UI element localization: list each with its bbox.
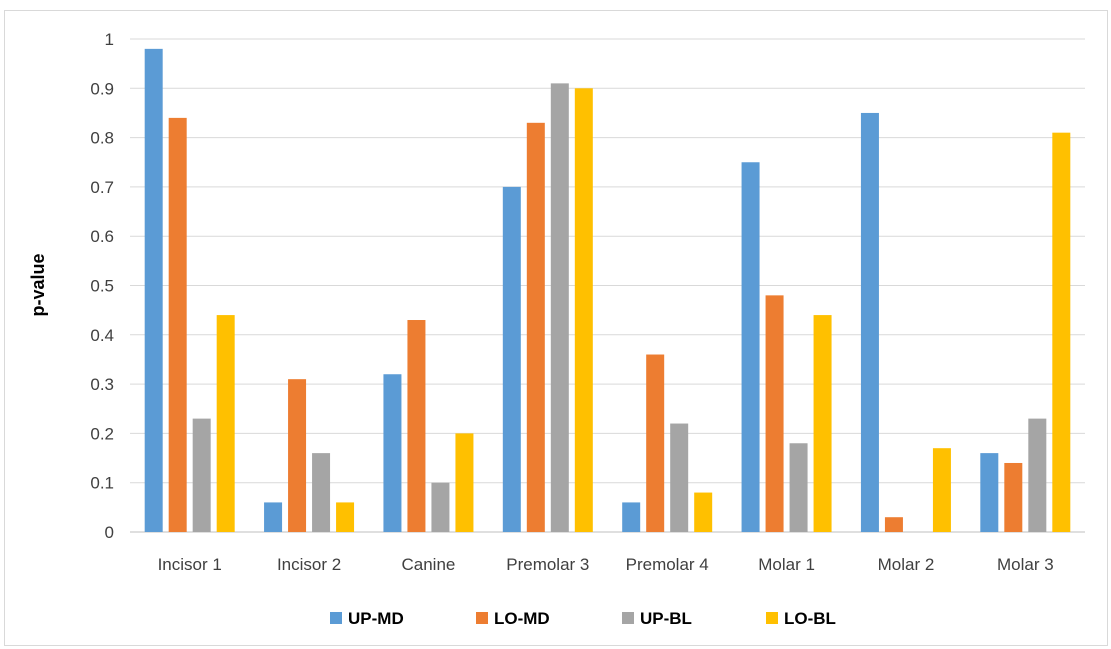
x-tick-label: Incisor 2: [277, 555, 341, 574]
bar-lo-bl: [1052, 133, 1070, 532]
bar-lo-md: [169, 118, 187, 532]
bar-up-bl: [193, 419, 211, 532]
bar-lo-bl: [694, 493, 712, 532]
legend-swatch: [622, 612, 634, 624]
bar-lo-md: [885, 517, 903, 532]
legend-label: LO-MD: [494, 609, 550, 628]
legend-label: UP-BL: [640, 609, 692, 628]
y-tick-label: 0.1: [90, 474, 114, 493]
bar-lo-bl: [455, 433, 473, 532]
bar-up-md: [980, 453, 998, 532]
x-tick-label: Molar 1: [758, 555, 815, 574]
bar-up-bl: [312, 453, 330, 532]
y-tick-label: 0.8: [90, 129, 114, 148]
bar-lo-bl: [336, 502, 354, 532]
y-tick-label: 0.6: [90, 227, 114, 246]
y-tick-label: 0.4: [90, 326, 114, 345]
y-tick-label: 0.7: [90, 178, 114, 197]
legend-swatch: [766, 612, 778, 624]
y-axis-label: p-value: [28, 253, 48, 316]
y-tick-label: 1: [105, 30, 114, 49]
bar-lo-md: [288, 379, 306, 532]
y-tick-label: 0.2: [90, 424, 114, 443]
x-tick-label: Premolar 3: [506, 555, 589, 574]
bar-up-md: [383, 374, 401, 532]
x-tick-label: Molar 2: [878, 555, 935, 574]
legend-label: LO-BL: [784, 609, 836, 628]
bar-up-md: [622, 502, 640, 532]
bar-up-md: [742, 162, 760, 532]
bar-lo-bl: [575, 88, 593, 532]
bars: [145, 49, 1071, 532]
bar-up-md: [861, 113, 879, 532]
y-tick-label: 0.9: [90, 79, 114, 98]
legend-swatch: [330, 612, 342, 624]
bar-lo-bl: [217, 315, 235, 532]
bar-up-md: [145, 49, 163, 532]
bar-lo-bl: [814, 315, 832, 532]
bar-up-bl: [1028, 419, 1046, 532]
x-tick-label: Molar 3: [997, 555, 1054, 574]
bar-lo-md: [1004, 463, 1022, 532]
bar-lo-md: [527, 123, 545, 532]
bar-lo-md: [646, 355, 664, 532]
bar-up-bl: [431, 483, 449, 532]
bar-up-bl: [551, 83, 569, 532]
x-tick-labels: Incisor 1 Incisor 2 Canine Premolar 3 Premol…: [158, 555, 1054, 574]
y-tick-label: 0: [105, 523, 114, 542]
bar-up-md: [264, 502, 282, 532]
bar-lo-md: [766, 295, 784, 532]
y-tick-label: 0.3: [90, 375, 114, 394]
bar-up-bl: [790, 443, 808, 532]
bar-lo-md: [407, 320, 425, 532]
bar-up-md: [503, 187, 521, 532]
x-tick-label: Premolar 4: [626, 555, 709, 574]
bar-up-bl: [670, 424, 688, 532]
x-tick-label: Incisor 1: [158, 555, 222, 574]
y-tick-label: 0.5: [90, 277, 114, 296]
legend: UP-MD LO-MD UP-BL LO-BL: [330, 609, 836, 628]
x-tick-label: Canine: [402, 555, 456, 574]
y-tick-labels: 0 0.1 0.2 0.3 0.4 0.5 0.6 0.7 0.8 0.9 1: [90, 30, 114, 542]
bar-lo-bl: [933, 448, 951, 532]
legend-label: UP-MD: [348, 609, 404, 628]
legend-swatch: [476, 612, 488, 624]
